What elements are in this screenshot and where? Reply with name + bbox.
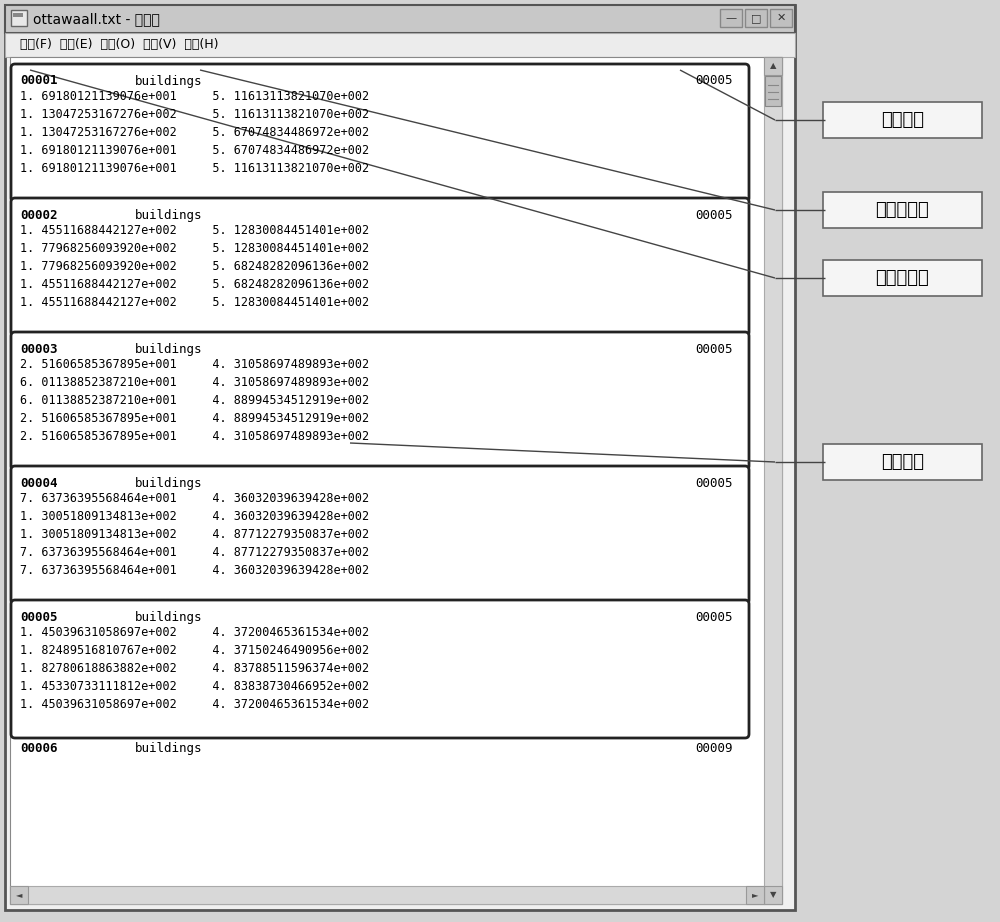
Text: 建筑物编号: 建筑物编号: [876, 269, 929, 287]
Text: 00006: 00006: [20, 741, 58, 754]
FancyBboxPatch shape: [823, 260, 982, 296]
Text: 6. 01138852387210e+001     4. 31058697489893e+002: 6. 01138852387210e+001 4. 31058697489893…: [20, 375, 369, 388]
Text: buildings: buildings: [135, 610, 202, 623]
Text: 1. 45511688442127e+002     5. 12830084451401e+002: 1. 45511688442127e+002 5. 12830084451401…: [20, 295, 369, 309]
Text: 1. 77968256093920e+002     5. 12830084451401e+002: 1. 77968256093920e+002 5. 12830084451401…: [20, 242, 369, 254]
Text: 00004: 00004: [20, 477, 58, 490]
FancyBboxPatch shape: [10, 57, 782, 904]
Text: 1. 13047253167276e+002     5. 11613113821070e+002: 1. 13047253167276e+002 5. 11613113821070…: [20, 108, 369, 121]
Text: 1. 30051809134813e+002     4. 36032039639428e+002: 1. 30051809134813e+002 4. 36032039639428…: [20, 510, 369, 523]
FancyBboxPatch shape: [10, 886, 764, 904]
Text: ottawaall.txt - 记事本: ottawaall.txt - 记事本: [33, 12, 160, 26]
FancyBboxPatch shape: [745, 9, 767, 27]
Text: 1. 69180121139076e+001     5. 67074834486972e+002: 1. 69180121139076e+001 5. 67074834486972…: [20, 144, 369, 157]
FancyBboxPatch shape: [765, 76, 781, 106]
Text: 1. 45039631058697e+002     4. 37200465361534e+002: 1. 45039631058697e+002 4. 37200465361534…: [20, 698, 369, 711]
Text: 文件(F)  编辑(E)  格式(O)  查看(V)  帮助(H): 文件(F) 编辑(E) 格式(O) 查看(V) 帮助(H): [20, 39, 218, 52]
Text: 7. 63736395568464e+001     4. 87712279350837e+002: 7. 63736395568464e+001 4. 87712279350837…: [20, 546, 369, 559]
Text: 2. 51606585367895e+001     4. 88994534512919e+002: 2. 51606585367895e+001 4. 88994534512919…: [20, 411, 369, 424]
Text: buildings: buildings: [135, 477, 202, 490]
Text: ◄: ◄: [16, 891, 22, 900]
Text: 2. 51606585367895e+001     4. 31058697489893e+002: 2. 51606585367895e+001 4. 31058697489893…: [20, 430, 369, 443]
Text: 1. 45330733111812e+002     4. 83838730466952e+002: 1. 45330733111812e+002 4. 83838730466952…: [20, 680, 369, 692]
FancyBboxPatch shape: [720, 9, 742, 27]
Text: 7. 63736395568464e+001     4. 36032039639428e+002: 7. 63736395568464e+001 4. 36032039639428…: [20, 491, 369, 504]
FancyBboxPatch shape: [11, 332, 749, 470]
Text: 00003: 00003: [20, 342, 58, 356]
Text: buildings: buildings: [135, 208, 202, 221]
FancyBboxPatch shape: [764, 57, 782, 75]
Text: 00002: 00002: [20, 208, 58, 221]
Text: ►: ►: [752, 891, 758, 900]
Text: 2. 51606585367895e+001     4. 31058697489893e+002: 2. 51606585367895e+001 4. 31058697489893…: [20, 358, 369, 371]
Text: 00005: 00005: [695, 208, 732, 221]
Text: ▼: ▼: [770, 891, 776, 900]
FancyBboxPatch shape: [5, 5, 795, 33]
FancyBboxPatch shape: [10, 886, 28, 904]
FancyBboxPatch shape: [13, 13, 23, 17]
FancyBboxPatch shape: [746, 886, 764, 904]
Text: 00005: 00005: [695, 75, 732, 88]
FancyBboxPatch shape: [764, 57, 782, 904]
FancyBboxPatch shape: [770, 9, 792, 27]
Text: 00009: 00009: [695, 741, 732, 754]
Text: ✕: ✕: [776, 13, 786, 23]
Text: 顶点坐标: 顶点坐标: [881, 453, 924, 471]
Text: 1. 82489516810767e+002     4. 37150246490956e+002: 1. 82489516810767e+002 4. 37150246490956…: [20, 644, 369, 656]
Text: 1. 77968256093920e+002     5. 68248282096136e+002: 1. 77968256093920e+002 5. 68248282096136…: [20, 259, 369, 273]
FancyBboxPatch shape: [5, 33, 795, 57]
Text: 建筑物材料: 建筑物材料: [876, 201, 929, 219]
Text: 6. 01138852387210e+001     4. 88994534512919e+002: 6. 01138852387210e+001 4. 88994534512919…: [20, 394, 369, 407]
Text: 00005: 00005: [695, 342, 732, 356]
FancyBboxPatch shape: [5, 5, 795, 910]
FancyBboxPatch shape: [11, 466, 749, 604]
Text: 00005: 00005: [20, 610, 58, 623]
FancyBboxPatch shape: [11, 600, 749, 738]
Text: —: —: [725, 13, 737, 23]
FancyBboxPatch shape: [823, 444, 982, 480]
Text: 1. 45511688442127e+002     5. 68248282096136e+002: 1. 45511688442127e+002 5. 68248282096136…: [20, 278, 369, 290]
FancyBboxPatch shape: [11, 10, 27, 26]
Text: 7. 63736395568464e+001     4. 36032039639428e+002: 7. 63736395568464e+001 4. 36032039639428…: [20, 563, 369, 576]
Text: 1. 45511688442127e+002     5. 12830084451401e+002: 1. 45511688442127e+002 5. 12830084451401…: [20, 223, 369, 237]
Text: buildings: buildings: [135, 342, 202, 356]
Text: 1. 13047253167276e+002     5. 67074834486972e+002: 1. 13047253167276e+002 5. 67074834486972…: [20, 125, 369, 138]
Text: 1. 30051809134813e+002     4. 87712279350837e+002: 1. 30051809134813e+002 4. 87712279350837…: [20, 527, 369, 540]
Text: 00005: 00005: [695, 477, 732, 490]
Text: □: □: [751, 13, 761, 23]
Text: 1. 45039631058697e+002     4. 37200465361534e+002: 1. 45039631058697e+002 4. 37200465361534…: [20, 625, 369, 639]
FancyBboxPatch shape: [764, 886, 782, 904]
Text: buildings: buildings: [135, 75, 202, 88]
Text: 1. 69180121139076e+001     5. 11613113821070e+002: 1. 69180121139076e+001 5. 11613113821070…: [20, 89, 369, 102]
Text: 1. 82780618863882e+002     4. 83788511596374e+002: 1. 82780618863882e+002 4. 83788511596374…: [20, 661, 369, 675]
Text: ▲: ▲: [770, 62, 776, 70]
Text: 00001: 00001: [20, 75, 58, 88]
Text: buildings: buildings: [135, 741, 202, 754]
Text: 1. 69180121139076e+001     5. 11613113821070e+002: 1. 69180121139076e+001 5. 11613113821070…: [20, 161, 369, 174]
FancyBboxPatch shape: [823, 102, 982, 138]
FancyBboxPatch shape: [11, 64, 749, 202]
FancyBboxPatch shape: [11, 198, 749, 336]
Text: 顶点个数: 顶点个数: [881, 111, 924, 129]
FancyBboxPatch shape: [823, 192, 982, 228]
Text: 00005: 00005: [695, 610, 732, 623]
